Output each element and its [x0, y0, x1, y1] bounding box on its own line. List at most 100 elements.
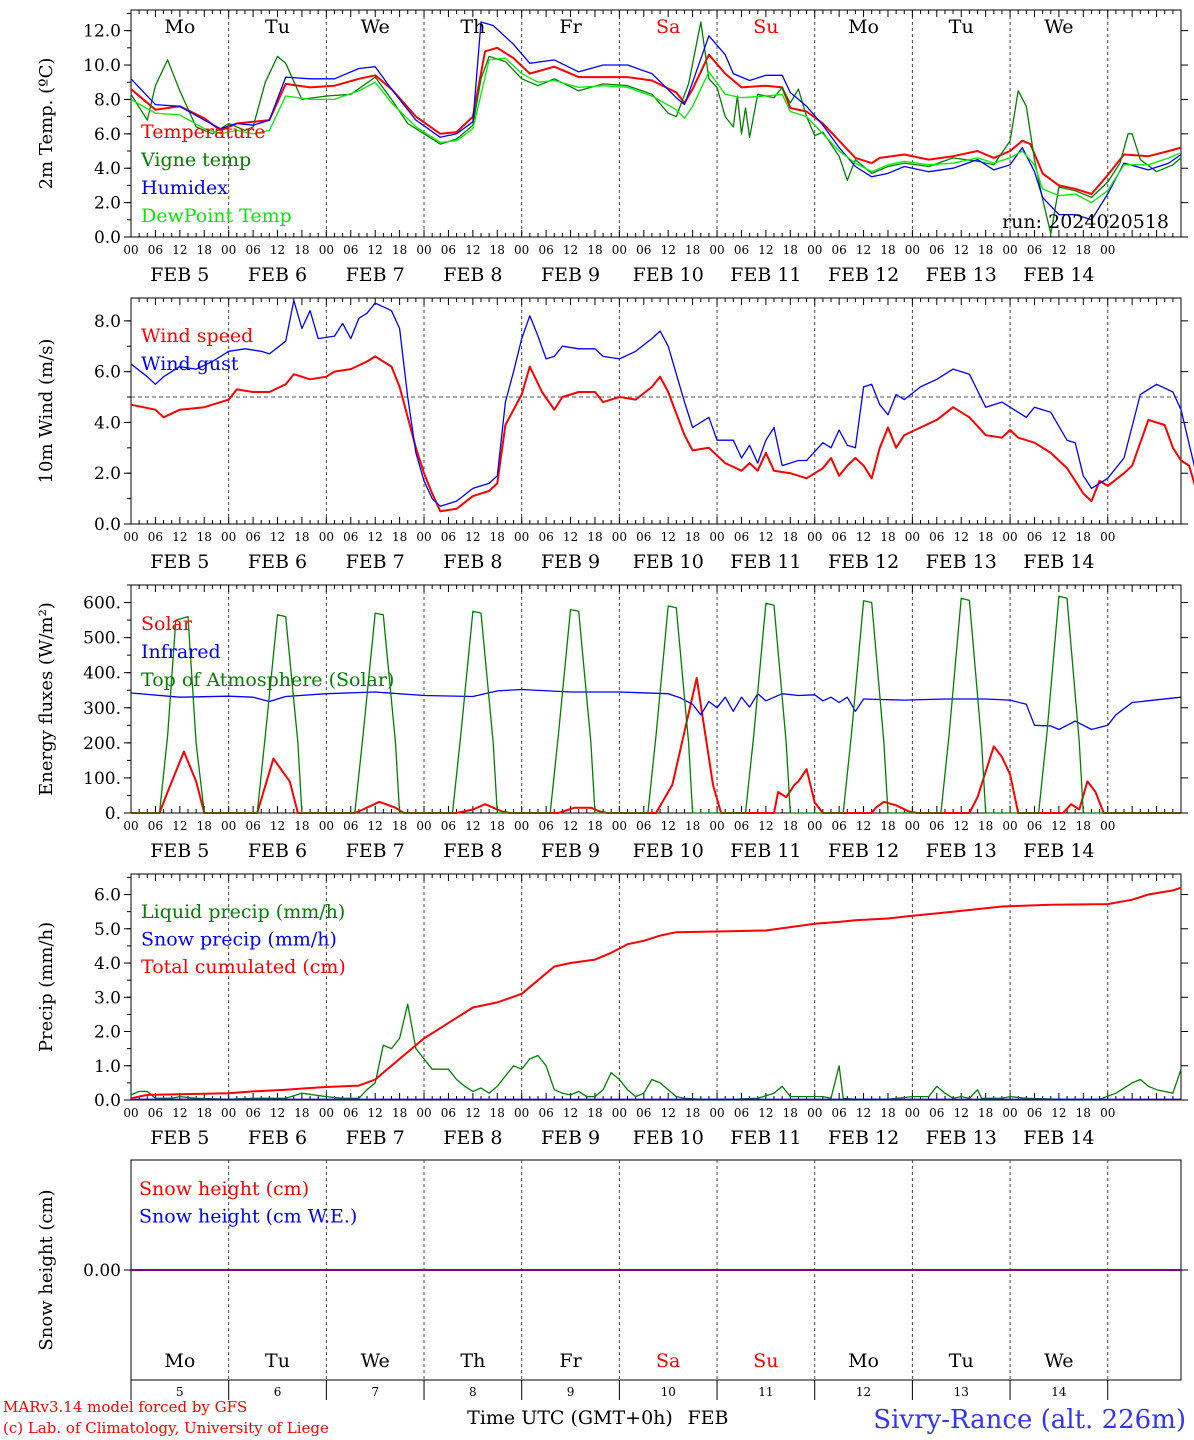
weekday-label: We	[361, 1350, 390, 1372]
hour-tick-label: 00	[905, 243, 920, 257]
hour-tick-label: 06	[929, 530, 944, 544]
day-number-label: 6	[274, 1385, 282, 1399]
hour-tick-label: 06	[636, 243, 651, 257]
hour-tick-label: 00	[612, 243, 627, 257]
hour-tick-label: 12	[661, 530, 676, 544]
hour-tick-label: 12	[368, 243, 383, 257]
y-tick-label: 8.0	[94, 90, 121, 110]
hour-tick-label: 18	[1076, 243, 1091, 257]
hour-tick-label: 00	[1002, 530, 1017, 544]
legend-entry: Wind speed	[141, 325, 253, 347]
hour-tick-label: 00	[123, 819, 138, 833]
hour-tick-label: 12	[856, 819, 871, 833]
hour-tick-label: 12	[172, 1106, 187, 1120]
y-axis-label: Snow height (cm)	[36, 1189, 57, 1350]
day-label: FEB 10	[633, 551, 704, 573]
y-tick-label: 12.0	[83, 22, 121, 42]
hour-tick-label: 12	[1051, 819, 1066, 833]
hour-tick-label: 00	[1002, 1106, 1017, 1120]
hour-tick-label: 00	[709, 1106, 724, 1120]
hour-tick-label: 06	[734, 243, 749, 257]
hour-tick-label: 12	[270, 1106, 285, 1120]
hour-tick-label: 06	[831, 1106, 846, 1120]
hour-tick-label: 18	[880, 530, 895, 544]
day-label: FEB 5	[150, 551, 209, 573]
hour-tick-label: 18	[490, 530, 505, 544]
hour-tick-label: 06	[538, 530, 553, 544]
hour-tick-label: 12	[1051, 243, 1066, 257]
series-line-2	[130, 688, 1182, 731]
weekday-label: Su	[753, 16, 778, 38]
day-label: FEB 12	[828, 551, 899, 573]
hour-tick-label: 00	[1100, 1106, 1115, 1120]
y-tick-label: 1.0	[94, 1057, 121, 1077]
day-label: FEB 7	[346, 551, 405, 573]
hour-tick-label: 12	[758, 530, 773, 544]
hour-tick-label: 18	[685, 530, 700, 544]
hour-tick-label: 18	[880, 243, 895, 257]
credit-line-2: (c) Lab. of Climatology, University of L…	[3, 1419, 329, 1437]
legend-entry: Solar	[141, 613, 193, 635]
hour-tick-label: 12	[368, 1106, 383, 1120]
day-label: FEB 7	[346, 840, 405, 862]
hour-tick-label: 00	[514, 530, 529, 544]
hour-tick-label: 00	[709, 530, 724, 544]
panel-2: 0.0 2.0 4.0 6.0 8.0 10m Wind (m/s) Wind speed W…	[36, 297, 1194, 573]
hour-tick-label: 06	[929, 819, 944, 833]
hour-tick-label: 12	[368, 819, 383, 833]
hour-tick-label: 18	[1076, 819, 1091, 833]
hour-tick-label: 06	[245, 1106, 260, 1120]
y-tick-label: 2.0	[94, 194, 121, 214]
y-axis-label: 2m Temp. (ºC)	[36, 58, 57, 190]
hour-tick-label: 18	[490, 819, 505, 833]
hour-tick-label: 12	[270, 243, 285, 257]
hour-tick-label: 06	[636, 530, 651, 544]
day-label: FEB 5	[150, 840, 209, 862]
legend-entry: Snow precip (mm/h)	[141, 929, 337, 951]
weekday-label: We	[1044, 16, 1073, 38]
hour-tick-label: 12	[758, 1106, 773, 1120]
hour-tick-label: 06	[929, 243, 944, 257]
hour-tick-label: 12	[172, 243, 187, 257]
hour-tick-label: 06	[245, 530, 260, 544]
hour-tick-label: 18	[294, 530, 309, 544]
weekday-label: Mo	[164, 1350, 195, 1372]
day-number-label: 11	[758, 1385, 773, 1399]
hour-tick-label: 12	[758, 819, 773, 833]
hour-tick-label: 12	[661, 243, 676, 257]
series-line-4	[130, 57, 1182, 204]
day-number-label: 14	[1051, 1385, 1067, 1399]
hour-tick-label: 12	[563, 819, 578, 833]
hour-tick-label: 06	[831, 819, 846, 833]
day-label: FEB 10	[633, 840, 704, 862]
series-line-1	[130, 46, 1182, 195]
day-number-label: 8	[469, 1385, 477, 1399]
weekday-label: Mo	[848, 1350, 879, 1372]
hour-tick-label: 18	[783, 243, 798, 257]
weekday-label: Tu	[265, 16, 290, 38]
series-line-2	[130, 299, 1194, 507]
y-tick-label: 100.	[83, 769, 121, 789]
station-title: Sivry-Rance (alt. 226m)	[873, 1405, 1186, 1435]
day-label: FEB 13	[926, 264, 997, 286]
plot-frame	[130, 9, 1182, 238]
hour-tick-label: 06	[343, 1106, 358, 1120]
weekday-label: We	[361, 16, 390, 38]
hour-tick-label: 12	[172, 530, 187, 544]
y-tick-label: 5.0	[94, 920, 121, 940]
hour-tick-label: 06	[734, 530, 749, 544]
hour-tick-label: 18	[197, 1106, 212, 1120]
hour-tick-label: 00	[905, 819, 920, 833]
hour-tick-label: 06	[636, 819, 651, 833]
y-tick-label: 0.	[105, 804, 121, 824]
weekday-label: Fr	[559, 1350, 582, 1372]
day-label: FEB 14	[1023, 264, 1094, 286]
hour-tick-label: 00	[123, 243, 138, 257]
day-label: FEB 8	[443, 551, 502, 573]
day-label: FEB 14	[1023, 840, 1094, 862]
hour-tick-label: 00	[123, 530, 138, 544]
weekday-label: Mo	[164, 16, 195, 38]
hour-tick-label: 18	[880, 819, 895, 833]
y-tick-label: 600.	[83, 594, 121, 614]
hour-tick-label: 18	[294, 243, 309, 257]
